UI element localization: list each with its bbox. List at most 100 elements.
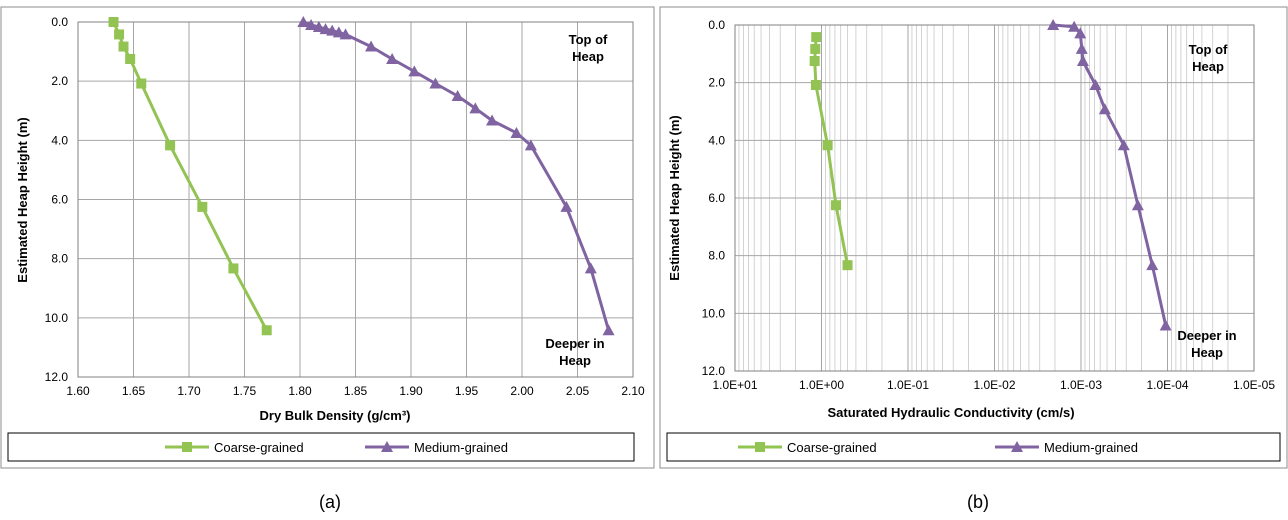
data-point-medium [1068, 20, 1081, 32]
data-point-medium [1047, 19, 1060, 30]
chart-a-legend-marker-coarse [165, 442, 209, 452]
data-point-medium [1131, 199, 1144, 211]
chart-a-x-axis-label: Dry Bulk Density (g/cm³) [260, 408, 411, 423]
chart-a: 1.60 1.65 1.70 1.75 1.80 1.85 1.90 1.95 2.00 2.05… [0, 6, 655, 469]
data-point-medium [339, 28, 352, 40]
data-point-coarse [822, 140, 833, 151]
data-point-medium [326, 24, 339, 36]
plot-area-border [734, 24, 1255, 372]
chart-a-series [108, 16, 615, 336]
data-point-coarse [118, 41, 129, 52]
chart-b-y-ticks: 0.0 2.0 4.0 6.0 8.0 10.0 12.0 [702, 18, 726, 378]
x-tick-label: 1.0E+01 [712, 378, 757, 392]
data-point-medium [602, 324, 615, 336]
legend-marker [755, 442, 765, 452]
data-point-coarse [842, 260, 853, 271]
data-point-medium [469, 102, 482, 114]
chart-b: 1.0E+01 1.0E+00 1.0E-01 1.0E-02 1.0E-03 1.0E-… [659, 6, 1288, 469]
data-point-medium [1146, 259, 1159, 271]
chart-a-legend-marker-medium [365, 441, 409, 452]
chart-b-y-axis-label: Estimated Heap Height (m) [667, 115, 682, 280]
data-point-coarse [809, 56, 820, 67]
chart-b-grid [734, 24, 1255, 372]
data-point-medium [486, 114, 499, 126]
data-point-coarse [830, 200, 841, 211]
data-point-medium [305, 18, 318, 30]
chart-a-annotation-top-2: Heap [572, 49, 604, 64]
data-point-coarse [108, 17, 119, 27]
x-tick-label: 2.05 [566, 384, 590, 398]
y-tick-label: 2.0 [51, 74, 68, 88]
x-tick-label: 1.90 [399, 384, 423, 398]
chart-a-annotation-top-1: Top of [569, 32, 608, 47]
plot-area-border [77, 21, 634, 378]
y-tick-label: 6.0 [51, 193, 68, 207]
y-tick-label: 4.0 [51, 133, 68, 147]
chart-a-y-ticks: 0.0 2.0 4.0 6.0 8.0 10.0 12.0 [45, 15, 69, 384]
data-point-coarse [810, 43, 821, 54]
chart-b-x-axis-label: Saturated Hydraulic Conductivity (cm/s) [827, 405, 1074, 420]
data-point-coarse [810, 79, 821, 90]
data-point-medium [524, 139, 537, 151]
chart-b-annotation-top-1: Top of [1189, 42, 1228, 57]
y-tick-label: 8.0 [708, 249, 725, 263]
chart-a-legend-medium: Medium-grained [414, 440, 508, 455]
data-point-coarse [165, 140, 176, 151]
data-point-coarse [811, 32, 822, 43]
chart-b-legend-marker-medium [995, 441, 1039, 452]
legend-marker [182, 442, 192, 452]
x-tick-label: 1.0E-04 [1146, 378, 1188, 392]
data-point-medium [1098, 103, 1111, 115]
chart-b-annotation-bottom-2: Heap [1191, 345, 1223, 360]
x-tick-label: 1.0E-03 [1060, 378, 1102, 392]
x-tick-label: 1.0E+00 [799, 378, 844, 392]
y-tick-label: 12.0 [45, 370, 69, 384]
chart-b-annotation-bottom-1: Deeper in [1177, 328, 1236, 343]
y-tick-label: 10.0 [702, 306, 726, 320]
chart-a-x-ticks: 1.60 1.65 1.70 1.75 1.80 1.85 1.90 1.95 2.00 2.05… [66, 384, 645, 398]
data-point-coarse [261, 325, 272, 336]
chart-a-y-axis-label: Estimated Heap Height (m) [15, 117, 30, 282]
data-point-medium [1075, 42, 1088, 54]
y-tick-label: 0.0 [51, 15, 68, 29]
data-point-medium [584, 262, 597, 274]
data-point-medium [429, 77, 442, 89]
chart-b-legend-medium: Medium-grained [1044, 440, 1138, 455]
y-tick-label: 12.0 [702, 364, 726, 378]
data-point-coarse [114, 29, 125, 40]
chart-a-legend-box [7, 432, 635, 462]
caption-b: (b) [967, 492, 989, 512]
chart-b-x-ticks: 1.0E+01 1.0E+00 1.0E-01 1.0E-02 1.0E-03 1.0E-… [712, 378, 1275, 392]
data-point-medium [1159, 319, 1172, 331]
data-point-medium [1089, 78, 1102, 90]
y-tick-label: 2.0 [708, 76, 725, 90]
chart-b-frame [659, 6, 1288, 469]
data-point-medium [510, 126, 523, 138]
data-point-coarse [228, 263, 239, 274]
legend-marker [381, 441, 393, 452]
x-tick-label: 1.95 [455, 384, 479, 398]
data-point-medium [1076, 55, 1089, 67]
x-tick-label: 1.65 [122, 384, 146, 398]
x-tick-label: 1.0E-02 [973, 378, 1015, 392]
x-tick-label: 1.60 [66, 384, 90, 398]
y-tick-label: 4.0 [708, 133, 725, 147]
x-tick-label: 2.10 [621, 384, 645, 398]
y-tick-label: 10.0 [45, 311, 69, 325]
x-tick-label: 1.80 [288, 384, 312, 398]
chart-b-legend: Coarse-grained Medium-grained [666, 432, 1281, 462]
chart-a-annotation-bottom-1: Deeper in [545, 336, 604, 351]
data-point-medium [1117, 139, 1130, 151]
y-tick-label: 0.0 [708, 18, 725, 32]
y-tick-label: 6.0 [708, 191, 725, 205]
x-tick-label: 1.85 [344, 384, 368, 398]
chart-b-legend-coarse: Coarse-grained [787, 440, 877, 455]
x-tick-label: 2.00 [510, 384, 534, 398]
x-tick-label: 1.0E-01 [887, 378, 929, 392]
data-point-medium [386, 52, 399, 64]
chart-a-frame [0, 6, 655, 469]
legend-marker [1011, 441, 1023, 452]
chart-b-legend-marker-coarse [738, 442, 782, 452]
chart-a-annotation-bottom-2: Heap [559, 353, 591, 368]
